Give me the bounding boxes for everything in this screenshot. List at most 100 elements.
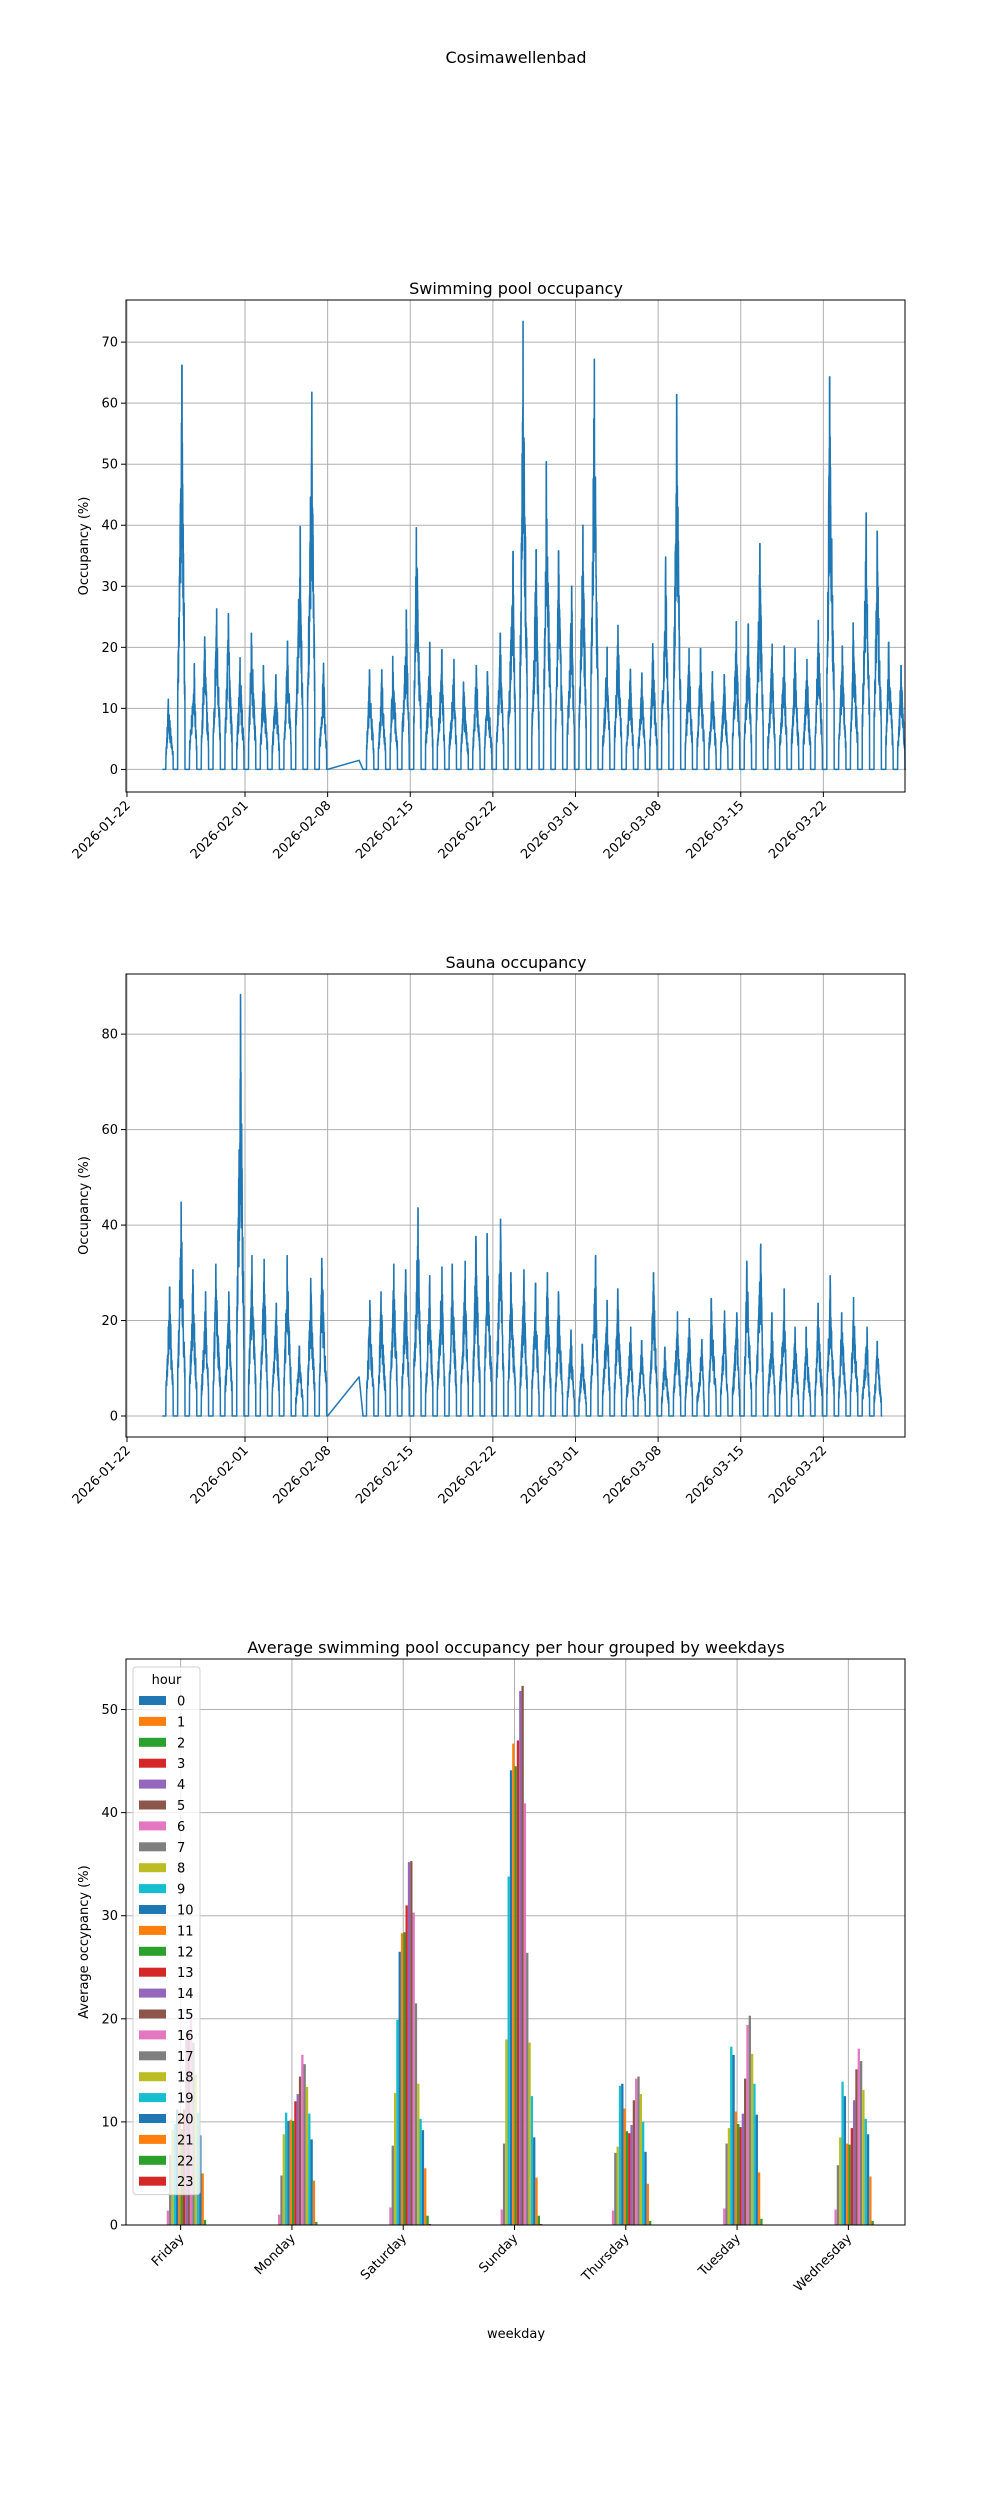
- legend-swatch: [139, 1716, 166, 1726]
- bar-y-tick-label: 0: [110, 2219, 118, 2234]
- legend-swatch: [139, 1884, 166, 1894]
- bar-hour-20-saturday: [421, 2130, 425, 2225]
- bar-hour-18-tuesday: [750, 2053, 754, 2225]
- legend-swatch: [139, 1905, 166, 1914]
- legend-swatch: [139, 1967, 166, 1977]
- sauna-y-ticks: 0 20 40 60 80: [101, 1028, 126, 1424]
- bar-hour-6-tuesday: [723, 2208, 726, 2225]
- bar-hour-7-thursday: [614, 2152, 617, 2225]
- legend-label: 12: [177, 1945, 194, 1960]
- sauna-y-tick-label: 0: [110, 1409, 118, 1424]
- bar-hour-9-monday: [284, 2112, 288, 2225]
- pool-y-axis-label: Occupancy (%): [77, 497, 92, 596]
- pool-y-tick-label: 50: [101, 458, 118, 473]
- bar-hour-14-thursday: [630, 2125, 633, 2225]
- bar-hour-19-wednesday: [864, 2118, 867, 2225]
- legend-swatch: [139, 2176, 166, 2186]
- bar-hour-15-wednesday: [855, 2069, 858, 2225]
- legend-label: 21: [177, 2133, 194, 2148]
- bar-hour-11-saturday: [400, 1933, 404, 2225]
- bar-hour-13-saturday: [405, 1905, 408, 2225]
- sauna-grid: [126, 974, 905, 1437]
- legend-title: hour: [152, 1673, 182, 1688]
- legend-label: 8: [177, 1862, 185, 1877]
- sauna-occupancy-line: [161, 993, 883, 1417]
- legend-swatch: [139, 2072, 166, 2082]
- legend-swatch: [139, 2093, 166, 2103]
- bar-hour-9-tuesday: [730, 2046, 733, 2225]
- bar-y-tick-label: 30: [101, 1909, 118, 1924]
- bar-hour-23-sunday: [540, 2223, 543, 2225]
- legend-label: 9: [177, 1883, 185, 1898]
- bar-hour-8-monday: [282, 2134, 285, 2225]
- bar-hour-12-tuesday: [737, 2123, 740, 2225]
- bar-hour-10-wednesday: [843, 2096, 847, 2225]
- bar-hour-19-saturday: [419, 2118, 422, 2225]
- bar-hour-10-saturday: [398, 1951, 401, 2225]
- pool-y-ticks: 0 10 20 30 40 50 60 70: [101, 336, 126, 778]
- sauna-y-tick-label: 40: [101, 1219, 118, 1234]
- bar-hour-16-tuesday: [746, 2024, 749, 2225]
- legend-label: 4: [177, 1778, 185, 1793]
- pool-y-tick-label: 20: [101, 641, 118, 656]
- bar-hour-9-saturday: [396, 2019, 399, 2225]
- bar-hour-16-thursday: [635, 2078, 638, 2225]
- bar-hour-19-thursday: [642, 2121, 645, 2225]
- bar-axes-frame: [125, 1658, 906, 2226]
- legend-swatch: [139, 1758, 166, 1768]
- bar-hour-17-thursday: [637, 2076, 640, 2225]
- legend-label: 10: [177, 1904, 194, 1919]
- legend-label: 6: [177, 1820, 185, 1835]
- legend-swatch: [139, 2134, 166, 2144]
- sauna-axes-frame: [125, 973, 906, 1438]
- bar-y-ticks: 0 10 20 30 40 50: [101, 1703, 126, 2234]
- legend-label: 5: [177, 1799, 185, 1814]
- legend-swatch: [139, 1696, 166, 1705]
- pool-y-tick-label: 70: [101, 336, 118, 351]
- bar-hour-7-monday: [280, 2175, 283, 2225]
- bar-hour-6-wednesday: [834, 2209, 837, 2225]
- bar-hour-12-saturday: [403, 1932, 406, 2225]
- legend-label: 2: [177, 1736, 185, 1751]
- pool-y-tick-label: 10: [101, 702, 118, 717]
- bar-hour-15-saturday: [410, 1861, 413, 2225]
- bar-hour-20-monday: [310, 2139, 313, 2225]
- bar-hour-22-friday: [203, 2219, 207, 2225]
- legend-label: 13: [177, 1966, 194, 1981]
- bar-hour-22-monday: [315, 2221, 318, 2225]
- bar-hour-20-wednesday: [866, 2134, 870, 2225]
- bar-hour-23-saturday: [428, 2223, 432, 2225]
- bar-hour-6-thursday: [611, 2210, 615, 2225]
- bar-hour-20-tuesday: [755, 2114, 758, 2225]
- pool-y-tick-label: 60: [101, 397, 118, 412]
- bar-hour-19-sunday: [530, 2096, 534, 2225]
- bar-hour-13-monday: [294, 2101, 297, 2225]
- bar-hour-11-tuesday: [734, 2111, 738, 2225]
- bar-hour-17-sunday: [526, 1952, 529, 2225]
- legend-label: 17: [177, 2050, 194, 2065]
- legend-label: 22: [177, 2154, 194, 2169]
- legend-label: 15: [177, 2008, 194, 2023]
- legend-swatch: [139, 2030, 166, 2040]
- bar-hour-22-wednesday: [871, 2220, 874, 2225]
- bar-hour-13-sunday: [516, 1740, 520, 2225]
- bar-hour-18-monday: [305, 2086, 309, 2225]
- legend-label: 11: [177, 1924, 194, 1939]
- bar-hour-21-thursday: [646, 2183, 649, 2225]
- bar-hour-16-sunday: [523, 1803, 527, 2225]
- figure-suptitle: Cosimawellenbad: [445, 48, 586, 67]
- sauna-y-tick-label: 20: [101, 1314, 118, 1329]
- legend-swatch: [139, 1821, 166, 1831]
- bar-y-tick-label: 10: [101, 2115, 118, 2130]
- sauna-chart-title: Sauna occupancy: [445, 953, 586, 972]
- legend-label: 1: [177, 1715, 185, 1730]
- bar-hour-20-thursday: [644, 2151, 647, 2225]
- pool-series: [161, 320, 907, 771]
- sauna-series: [161, 993, 883, 1417]
- legend-label: 23: [177, 2175, 194, 2190]
- legend-swatch: [139, 1842, 166, 1852]
- bar-hour-21-tuesday: [757, 2172, 761, 2225]
- legend-label: 18: [177, 2071, 194, 2086]
- bar-hour-22-tuesday: [760, 2218, 763, 2225]
